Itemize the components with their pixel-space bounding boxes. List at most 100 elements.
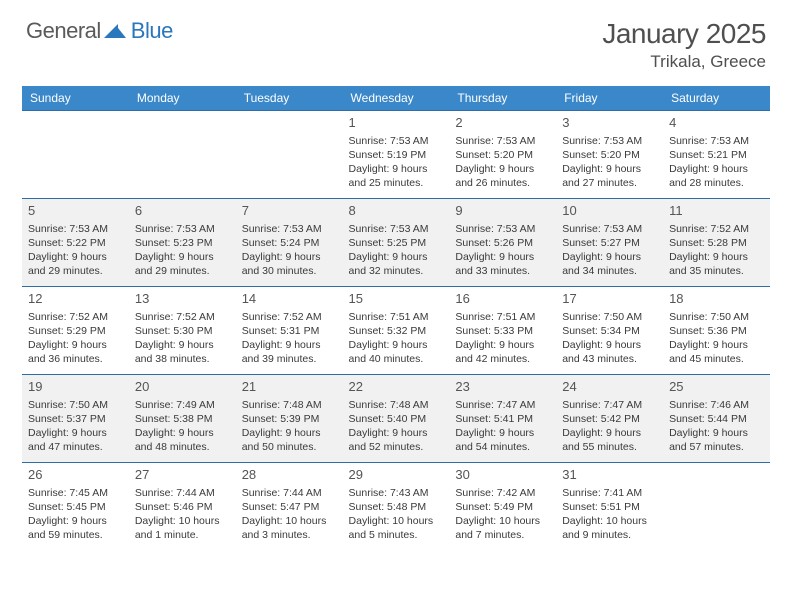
- day-number: 27: [135, 466, 230, 484]
- calendar-day-cell: 15Sunrise: 7:51 AMSunset: 5:32 PMDayligh…: [343, 287, 450, 375]
- sunrise-line: Sunrise: 7:48 AM: [349, 398, 444, 412]
- day-number: 22: [349, 378, 444, 396]
- day-number: 4: [669, 114, 764, 132]
- day-number: 16: [455, 290, 550, 308]
- sunset-line: Sunset: 5:27 PM: [562, 236, 657, 250]
- sunrise-line: Sunrise: 7:44 AM: [242, 486, 337, 500]
- calendar-day-cell: 9Sunrise: 7:53 AMSunset: 5:26 PMDaylight…: [449, 199, 556, 287]
- daylight-line: Daylight: 9 hours and 48 minutes.: [135, 426, 230, 454]
- daylight-line: Daylight: 9 hours and 29 minutes.: [28, 250, 123, 278]
- day-number: 1: [349, 114, 444, 132]
- sunrise-line: Sunrise: 7:53 AM: [135, 222, 230, 236]
- calendar-day-cell: 2Sunrise: 7:53 AMSunset: 5:20 PMDaylight…: [449, 111, 556, 199]
- sunrise-line: Sunrise: 7:52 AM: [28, 310, 123, 324]
- daylight-line: Daylight: 9 hours and 28 minutes.: [669, 162, 764, 190]
- daylight-line: Daylight: 9 hours and 26 minutes.: [455, 162, 550, 190]
- calendar-empty-cell: [236, 111, 343, 199]
- calendar-day-cell: 29Sunrise: 7:43 AMSunset: 5:48 PMDayligh…: [343, 463, 450, 551]
- daylight-line: Daylight: 9 hours and 57 minutes.: [669, 426, 764, 454]
- sunrise-line: Sunrise: 7:52 AM: [135, 310, 230, 324]
- logo-text-part2: Blue: [131, 18, 173, 44]
- calendar-day-cell: 6Sunrise: 7:53 AMSunset: 5:23 PMDaylight…: [129, 199, 236, 287]
- sunset-line: Sunset: 5:49 PM: [455, 500, 550, 514]
- calendar-day-cell: 4Sunrise: 7:53 AMSunset: 5:21 PMDaylight…: [663, 111, 770, 199]
- calendar-empty-cell: [129, 111, 236, 199]
- sunrise-line: Sunrise: 7:49 AM: [135, 398, 230, 412]
- calendar-empty-cell: [22, 111, 129, 199]
- calendar-day-cell: 21Sunrise: 7:48 AMSunset: 5:39 PMDayligh…: [236, 375, 343, 463]
- calendar-header-row: SundayMondayTuesdayWednesdayThursdayFrid…: [22, 86, 770, 111]
- day-number: 17: [562, 290, 657, 308]
- sunrise-line: Sunrise: 7:47 AM: [455, 398, 550, 412]
- calendar-day-cell: 16Sunrise: 7:51 AMSunset: 5:33 PMDayligh…: [449, 287, 556, 375]
- daylight-line: Daylight: 9 hours and 30 minutes.: [242, 250, 337, 278]
- sunrise-line: Sunrise: 7:47 AM: [562, 398, 657, 412]
- sunrise-line: Sunrise: 7:53 AM: [562, 134, 657, 148]
- daylight-line: Daylight: 9 hours and 39 minutes.: [242, 338, 337, 366]
- daylight-line: Daylight: 9 hours and 35 minutes.: [669, 250, 764, 278]
- sunrise-line: Sunrise: 7:51 AM: [349, 310, 444, 324]
- calendar-day-cell: 10Sunrise: 7:53 AMSunset: 5:27 PMDayligh…: [556, 199, 663, 287]
- sunset-line: Sunset: 5:19 PM: [349, 148, 444, 162]
- calendar-day-cell: 12Sunrise: 7:52 AMSunset: 5:29 PMDayligh…: [22, 287, 129, 375]
- sunset-line: Sunset: 5:39 PM: [242, 412, 337, 426]
- daylight-line: Daylight: 9 hours and 43 minutes.: [562, 338, 657, 366]
- sunset-line: Sunset: 5:28 PM: [669, 236, 764, 250]
- sunrise-line: Sunrise: 7:48 AM: [242, 398, 337, 412]
- sunset-line: Sunset: 5:41 PM: [455, 412, 550, 426]
- calendar-day-cell: 22Sunrise: 7:48 AMSunset: 5:40 PMDayligh…: [343, 375, 450, 463]
- sunrise-line: Sunrise: 7:41 AM: [562, 486, 657, 500]
- sunset-line: Sunset: 5:23 PM: [135, 236, 230, 250]
- sunset-line: Sunset: 5:22 PM: [28, 236, 123, 250]
- calendar-day-cell: 26Sunrise: 7:45 AMSunset: 5:45 PMDayligh…: [22, 463, 129, 551]
- sunset-line: Sunset: 5:26 PM: [455, 236, 550, 250]
- sunset-line: Sunset: 5:25 PM: [349, 236, 444, 250]
- daylight-line: Daylight: 9 hours and 45 minutes.: [669, 338, 764, 366]
- daylight-line: Daylight: 9 hours and 47 minutes.: [28, 426, 123, 454]
- daylight-line: Daylight: 10 hours and 3 minutes.: [242, 514, 337, 542]
- logo-triangle-icon: [104, 22, 128, 40]
- day-number: 20: [135, 378, 230, 396]
- daylight-line: Daylight: 9 hours and 38 minutes.: [135, 338, 230, 366]
- daylight-line: Daylight: 9 hours and 40 minutes.: [349, 338, 444, 366]
- sunset-line: Sunset: 5:42 PM: [562, 412, 657, 426]
- calendar-day-cell: 20Sunrise: 7:49 AMSunset: 5:38 PMDayligh…: [129, 375, 236, 463]
- day-number: 13: [135, 290, 230, 308]
- calendar-week-row: 19Sunrise: 7:50 AMSunset: 5:37 PMDayligh…: [22, 375, 770, 463]
- calendar-day-cell: 1Sunrise: 7:53 AMSunset: 5:19 PMDaylight…: [343, 111, 450, 199]
- daylight-line: Daylight: 9 hours and 25 minutes.: [349, 162, 444, 190]
- sunset-line: Sunset: 5:21 PM: [669, 148, 764, 162]
- calendar-day-cell: 3Sunrise: 7:53 AMSunset: 5:20 PMDaylight…: [556, 111, 663, 199]
- day-number: 3: [562, 114, 657, 132]
- day-number: 8: [349, 202, 444, 220]
- day-number: 10: [562, 202, 657, 220]
- daylight-line: Daylight: 10 hours and 5 minutes.: [349, 514, 444, 542]
- calendar-empty-cell: [663, 463, 770, 551]
- sunrise-line: Sunrise: 7:50 AM: [669, 310, 764, 324]
- day-number: 21: [242, 378, 337, 396]
- calendar-day-cell: 17Sunrise: 7:50 AMSunset: 5:34 PMDayligh…: [556, 287, 663, 375]
- sunset-line: Sunset: 5:20 PM: [455, 148, 550, 162]
- logo-text-part1: General: [26, 18, 101, 44]
- day-number: 7: [242, 202, 337, 220]
- day-number: 30: [455, 466, 550, 484]
- sunrise-line: Sunrise: 7:53 AM: [349, 222, 444, 236]
- calendar-week-row: 12Sunrise: 7:52 AMSunset: 5:29 PMDayligh…: [22, 287, 770, 375]
- sunrise-line: Sunrise: 7:43 AM: [349, 486, 444, 500]
- weekday-header: Friday: [556, 86, 663, 111]
- calendar-day-cell: 31Sunrise: 7:41 AMSunset: 5:51 PMDayligh…: [556, 463, 663, 551]
- calendar-day-cell: 27Sunrise: 7:44 AMSunset: 5:46 PMDayligh…: [129, 463, 236, 551]
- daylight-line: Daylight: 9 hours and 54 minutes.: [455, 426, 550, 454]
- sunset-line: Sunset: 5:40 PM: [349, 412, 444, 426]
- calendar-day-cell: 8Sunrise: 7:53 AMSunset: 5:25 PMDaylight…: [343, 199, 450, 287]
- calendar-day-cell: 5Sunrise: 7:53 AMSunset: 5:22 PMDaylight…: [22, 199, 129, 287]
- sunset-line: Sunset: 5:51 PM: [562, 500, 657, 514]
- sunrise-line: Sunrise: 7:51 AM: [455, 310, 550, 324]
- sunrise-line: Sunrise: 7:50 AM: [28, 398, 123, 412]
- sunset-line: Sunset: 5:33 PM: [455, 324, 550, 338]
- sunset-line: Sunset: 5:47 PM: [242, 500, 337, 514]
- sunrise-line: Sunrise: 7:53 AM: [28, 222, 123, 236]
- day-number: 15: [349, 290, 444, 308]
- day-number: 26: [28, 466, 123, 484]
- calendar-day-cell: 11Sunrise: 7:52 AMSunset: 5:28 PMDayligh…: [663, 199, 770, 287]
